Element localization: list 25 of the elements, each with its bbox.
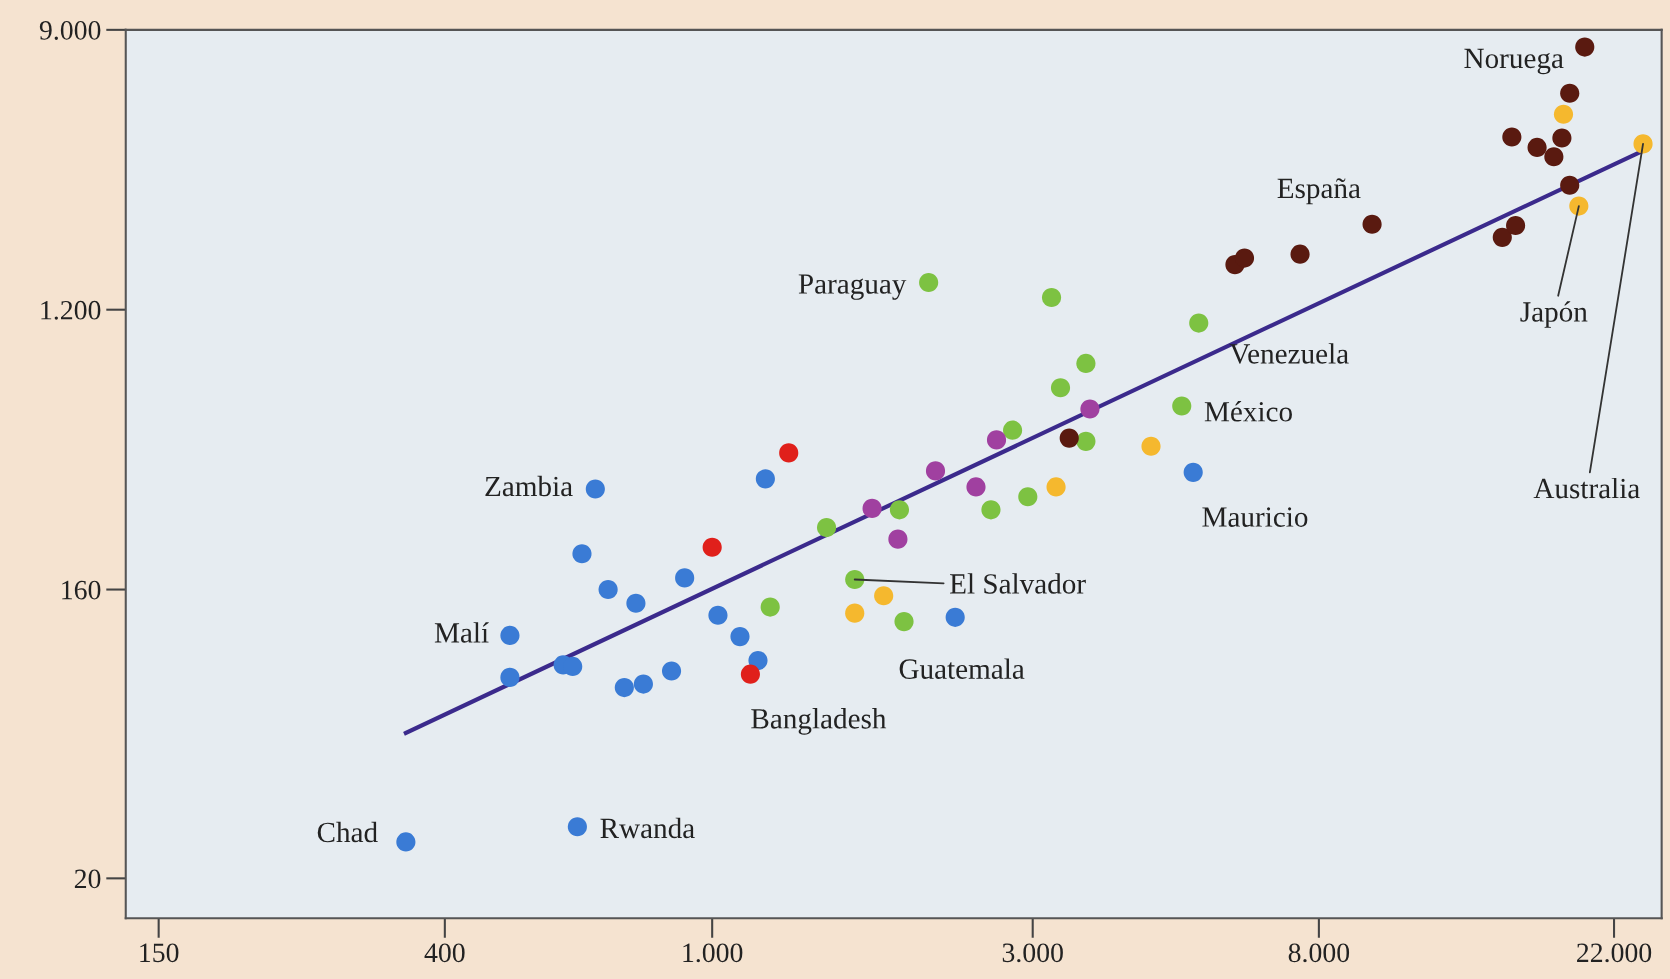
y-tick-label: 1.200 bbox=[41, 300, 101, 320]
y-tick-label: 9.000 bbox=[39, 21, 101, 40]
annotation: Mauricio bbox=[1202, 507, 1308, 527]
annotation: Malí bbox=[434, 622, 489, 643]
x-tick-label: 1.000 bbox=[683, 943, 743, 963]
annotation: Zambia bbox=[485, 475, 573, 497]
annotation: España bbox=[1277, 178, 1361, 205]
y-tick-label: 20 bbox=[74, 869, 101, 889]
x-tick-label: 400 bbox=[424, 943, 465, 963]
annotation: Rwanda bbox=[600, 817, 695, 839]
x-tick-label: 150 bbox=[140, 943, 179, 963]
annotation: Japón bbox=[1520, 301, 1588, 328]
annotation: México bbox=[1204, 401, 1292, 422]
x-tick-label: 8.000 bbox=[1288, 943, 1350, 963]
annotation: Venezuela bbox=[1229, 343, 1349, 364]
annotation: Noruega bbox=[1464, 48, 1564, 75]
annotation: Guatemala bbox=[899, 658, 1025, 679]
annotation: Chad bbox=[317, 821, 378, 843]
x-tick-label: 22.000 bbox=[1577, 943, 1652, 963]
annotation: Paraguay bbox=[798, 274, 907, 300]
annotation: Australia bbox=[1533, 477, 1640, 499]
x-tick-label: 3.000 bbox=[1002, 943, 1063, 963]
annotation: Bangladesh bbox=[751, 708, 887, 735]
y-tick-label: 160 bbox=[62, 580, 101, 600]
annotation: El Salvador bbox=[950, 573, 1086, 594]
